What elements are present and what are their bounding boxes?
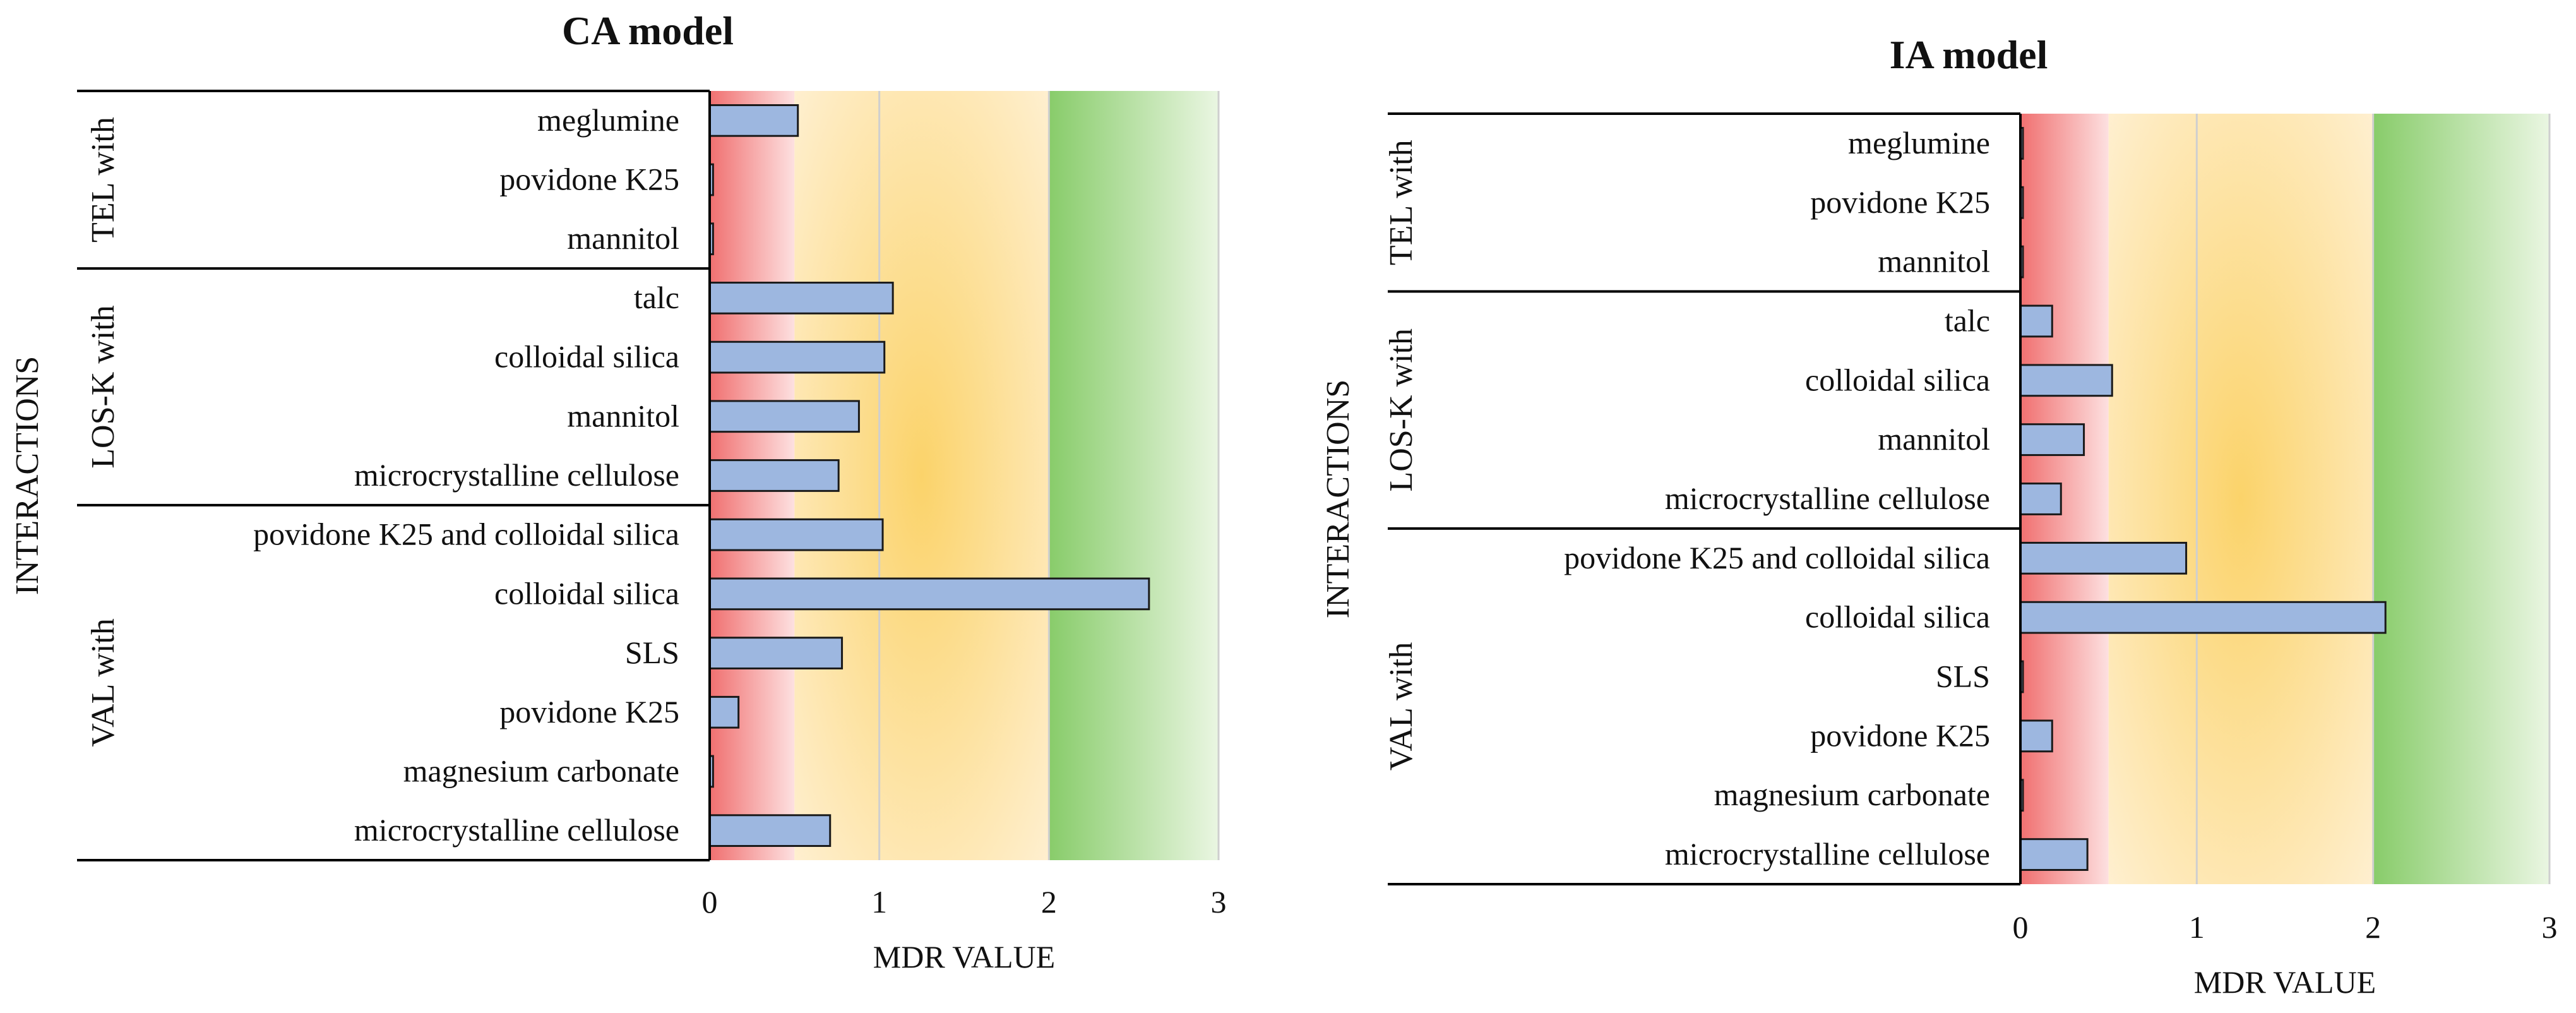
x-axis-label: MDR VALUE: [2194, 964, 2376, 1000]
category-label: mannitol: [567, 220, 679, 256]
y-axis-label: INTERACTIONS: [1320, 380, 1356, 618]
bar: [708, 282, 894, 315]
category-label: microcrystalline cellulose: [354, 457, 679, 493]
bar: [708, 637, 844, 669]
bar: [2019, 541, 2188, 575]
group-label: TEL with: [85, 117, 121, 243]
category-label: magnesium carbonate: [1714, 777, 1990, 812]
x-tick-label: 3: [2542, 909, 2558, 945]
group-label: TEL with: [1383, 140, 1419, 265]
bar: [2019, 601, 2387, 634]
x-tick-label: 1: [871, 884, 887, 920]
chart-title: CA model: [562, 8, 734, 53]
x-tick-label: 2: [1041, 884, 1057, 920]
zone-green: [1049, 91, 1219, 860]
bar: [2019, 719, 2053, 753]
bar: [2019, 838, 2089, 871]
category-label: povidone K25: [499, 694, 679, 729]
category-label: SLS: [1936, 659, 1990, 694]
category-label: talc: [1945, 303, 1990, 338]
category-label: magnesium carbonate: [403, 753, 679, 788]
category-label: talc: [634, 280, 679, 315]
group-label: LOS-K with: [85, 305, 121, 469]
category-label: povidone K25: [499, 162, 679, 197]
category-label: meglumine: [537, 102, 679, 138]
bar: [2019, 364, 2113, 397]
bar: [708, 518, 884, 551]
x-tick-label: 3: [1211, 884, 1227, 920]
x-tick-label: 0: [702, 884, 718, 920]
category-label: mannitol: [1878, 421, 1990, 457]
category-label: meglumine: [1848, 125, 1990, 160]
bar: [708, 400, 860, 433]
category-label: mannitol: [567, 398, 679, 433]
ca-model-chart: meglumine povidone K25 mannitol talc colloid…: [9, 8, 1227, 974]
group-label: VAL with: [85, 618, 121, 747]
x-tick-label: 1: [2189, 909, 2205, 945]
zone-orange: [2108, 114, 2373, 884]
bar: [708, 695, 740, 729]
category-label: povidone K25: [1810, 717, 1990, 753]
category-label: microcrystalline cellulose: [1665, 481, 1990, 516]
category-label: colloidal silica: [1805, 599, 1990, 635]
group-label: LOS-K with: [1383, 328, 1419, 492]
bar: [2019, 483, 2062, 515]
category-label: SLS: [625, 635, 679, 670]
bar: [708, 104, 799, 137]
x-tick-label: 0: [2013, 909, 2029, 945]
y-axis-label: INTERACTIONS: [9, 356, 45, 595]
category-label: povidone K25 and colloidal silica: [253, 517, 679, 552]
ia-model-chart: meglumine povidone K25 mannitol talc colloid…: [1320, 32, 2558, 1000]
x-tick-label: 2: [2365, 909, 2381, 945]
bar: [708, 459, 840, 492]
category-label: colloidal silica: [1805, 362, 1990, 397]
category-label: colloidal silica: [494, 339, 679, 375]
category-label: microcrystalline cellulose: [354, 812, 679, 848]
category-label: mannitol: [1878, 244, 1990, 279]
chart-title: IA model: [1890, 32, 2048, 77]
category-label: colloidal silica: [494, 575, 679, 611]
category-label: povidone K25: [1810, 184, 1990, 220]
zone-green: [2373, 114, 2549, 884]
bar: [708, 814, 832, 848]
x-axis-label: MDR VALUE: [873, 939, 1055, 974]
bar: [2019, 304, 2053, 338]
group-label: VAL with: [1383, 642, 1419, 771]
category-label: microcrystalline cellulose: [1665, 836, 1990, 872]
bar: [708, 340, 886, 374]
category-label: povidone K25 and colloidal silica: [1564, 540, 1990, 575]
bar: [2019, 423, 2085, 457]
bar: [708, 577, 1150, 611]
